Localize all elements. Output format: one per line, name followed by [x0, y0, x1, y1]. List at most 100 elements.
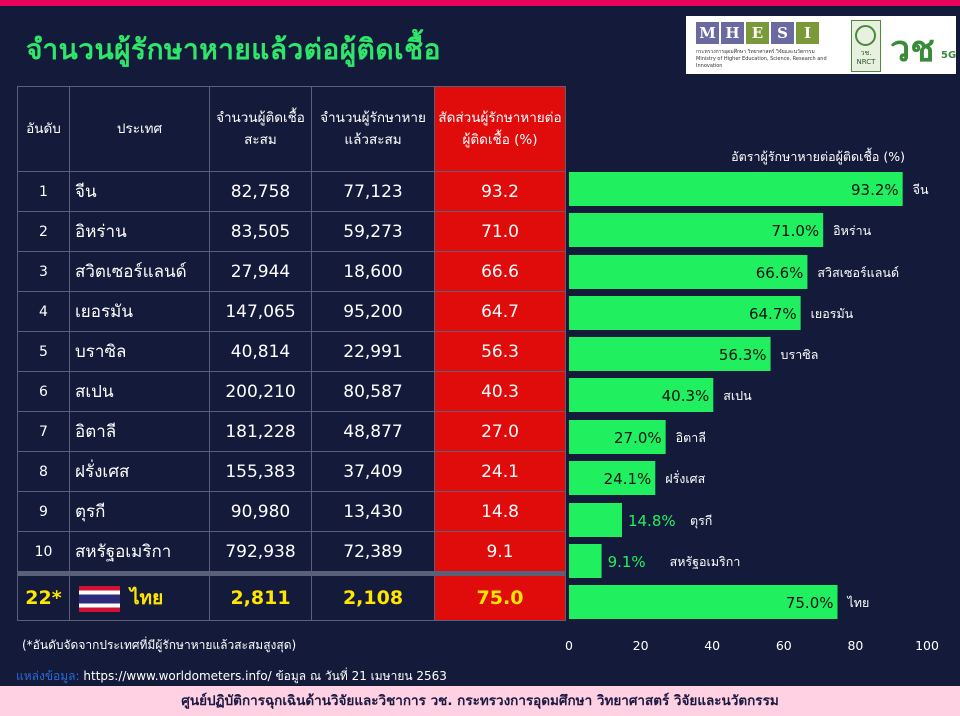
- bar-value-label: 66.6%: [756, 264, 804, 282]
- table-header-row: อันดับ ประเทศ จำนวนผู้ติดเชื้อสะสม จำนวน…: [17, 86, 566, 172]
- ratio-cell: 56.3: [434, 331, 566, 372]
- header-infected: จำนวนผู้ติดเชื้อสะสม: [209, 86, 312, 172]
- table-row: 4 เยอรมัน 147,065 95,200 64.7: [17, 291, 566, 332]
- rank-cell: 7: [17, 411, 70, 452]
- recovery-table: อันดับ ประเทศ จำนวนผู้ติดเชื้อสะสม จำนวน…: [17, 86, 566, 621]
- ratio-cell: 40.3: [434, 371, 566, 412]
- x-tick-label: 80: [847, 638, 863, 653]
- vch-logo: วช: [890, 28, 935, 70]
- source-line: แหล่งข้อมูล: https://www.worldometers.in…: [16, 667, 447, 686]
- bar: [569, 172, 903, 206]
- mhesi-logo: M H E S I: [696, 22, 821, 44]
- recovered-cell: 72,389: [311, 531, 435, 574]
- table-row: 8 ฝรั่งเศส 155,383 37,409 24.1: [17, 451, 566, 492]
- bar-value-label: 56.3%: [719, 346, 767, 364]
- table-row: 7 อิตาลี 181,228 48,877 27.0: [17, 411, 566, 452]
- table-row: 5 บราซิล 40,814 22,991 56.3: [17, 331, 566, 372]
- country-cell: ไทย: [69, 571, 210, 621]
- thailand-flag-icon: [79, 585, 120, 612]
- header-country: ประเทศ: [69, 86, 210, 172]
- bar: [569, 544, 602, 578]
- bar: [569, 255, 808, 289]
- vch-5g-label: 5G: [941, 50, 957, 61]
- ratio-cell: 64.7: [434, 291, 566, 332]
- bar-category-label: สวิสเซอร์แลนด์: [817, 265, 899, 280]
- bar: [569, 420, 666, 454]
- table-row: 1 จีน 82,758 77,123 93.2: [17, 171, 566, 212]
- mhesi-letter: E: [746, 22, 769, 44]
- bar-value-label: 40.3%: [662, 387, 710, 405]
- nrct-logo: วช. NRCT: [851, 20, 881, 72]
- country-cell: สเปน: [69, 371, 210, 412]
- seal-icon: [855, 25, 876, 46]
- rank-cell: 22*: [17, 571, 70, 621]
- infected-cell: 181,228: [209, 411, 312, 452]
- infected-cell: 90,980: [209, 491, 312, 532]
- infected-cell: 155,383: [209, 451, 312, 492]
- x-tick-label: 60: [776, 638, 792, 653]
- source-text: https://www.worldometers.info/ ข้อมูล ณ …: [83, 669, 447, 683]
- recovered-cell: 48,877: [311, 411, 435, 452]
- source-label: แหล่งข้อมูล:: [16, 669, 80, 683]
- bar-value-label: 14.8%: [628, 512, 676, 530]
- bar-value-label: 75.0%: [786, 594, 834, 612]
- chart-title: อัตราผู้รักษาหายต่อผู้ติดเชื้อ (%): [731, 147, 905, 165]
- x-tick-label: 100: [915, 638, 939, 653]
- recovered-cell: 77,123: [311, 171, 435, 212]
- bar-category-label: ไทย: [847, 595, 870, 610]
- recovered-cell: 13,430: [311, 491, 435, 532]
- country-cell: สหรัฐอเมริกา: [69, 531, 210, 574]
- mhesi-letter: I: [796, 22, 819, 44]
- country-cell: สวิตเซอร์แลนด์: [69, 251, 210, 292]
- ratio-cell: 27.0: [434, 411, 566, 452]
- bar-value-label: 24.1%: [604, 470, 652, 488]
- bottom-bar: ศูนย์ปฏิบัติการฉุกเฉินด้านวิจัยและวิชากา…: [0, 686, 960, 716]
- mhesi-letter: H: [721, 22, 744, 44]
- bar-category-label: สเปน: [723, 388, 752, 403]
- bar-category-label: เยอรมัน: [811, 306, 854, 321]
- recovered-cell: 59,273: [311, 211, 435, 252]
- thailand-row: 22* ไทย 2,811 2,108 75.0: [17, 571, 566, 621]
- bar-category-label: จีน: [913, 182, 929, 197]
- logo-panel: M H E S I กระทรวงการอุดมศึกษา วิทยาศาสตร…: [686, 16, 956, 74]
- ratio-cell: 14.8: [434, 491, 566, 532]
- page-title: จำนวนผู้รักษาหายแล้วต่อผู้ติดเชื้อ: [26, 33, 441, 66]
- rank-cell: 6: [17, 371, 70, 412]
- ratio-cell: 93.2: [434, 171, 566, 212]
- infected-cell: 2,811: [209, 571, 312, 621]
- bar: [569, 503, 622, 537]
- country-cell: อิตาลี: [69, 411, 210, 452]
- bar-value-label: 27.0%: [614, 429, 662, 447]
- country-cell: อิหร่าน: [69, 211, 210, 252]
- nrct-en: NRCT: [856, 58, 876, 66]
- recovered-cell: 2,108: [311, 571, 435, 621]
- nrct-label: วช. NRCT: [852, 49, 880, 67]
- header-ratio: สัดส่วนผู้รักษาหายต่อผู้ติดเชื้อ (%): [434, 86, 566, 172]
- mhesi-subtitle-thai: กระทรวงการอุดมศึกษา วิทยาศาสตร์ วิจัยและ…: [696, 49, 815, 55]
- bar-category-label: ตุรกี: [690, 513, 712, 529]
- table-row: 6 สเปน 200,210 80,587 40.3: [17, 371, 566, 412]
- thailand-country-label: ไทย: [130, 587, 164, 609]
- x-tick-label: 20: [633, 638, 649, 653]
- ratio-cell: 24.1: [434, 451, 566, 492]
- bar-value-label: 93.2%: [851, 181, 899, 199]
- bar-value-label: 71.0%: [772, 222, 820, 240]
- bar-category-label: อิตาลี: [676, 430, 706, 445]
- bar: [569, 378, 714, 412]
- rank-cell: 9: [17, 491, 70, 532]
- nrct-thai: วช.: [860, 49, 872, 57]
- x-tick-label: 40: [704, 638, 720, 653]
- country-cell: ฝรั่งเศส: [69, 451, 210, 492]
- footnote: (*อันดับจัดจากประเทศที่มีผู้รักษาหายแล้ว…: [22, 638, 297, 652]
- header-recovered: จำนวนผู้รักษาหายแล้วสะสม: [311, 86, 435, 172]
- rank-cell: 10: [17, 531, 70, 574]
- ratio-cell: 75.0: [434, 571, 566, 621]
- country-cell: จีน: [69, 171, 210, 212]
- bar: [569, 461, 656, 495]
- x-tick-label: 0: [565, 638, 573, 653]
- infected-cell: 40,814: [209, 331, 312, 372]
- bar: [569, 337, 771, 371]
- ratio-cell: 71.0: [434, 211, 566, 252]
- mhesi-letter: S: [771, 22, 794, 44]
